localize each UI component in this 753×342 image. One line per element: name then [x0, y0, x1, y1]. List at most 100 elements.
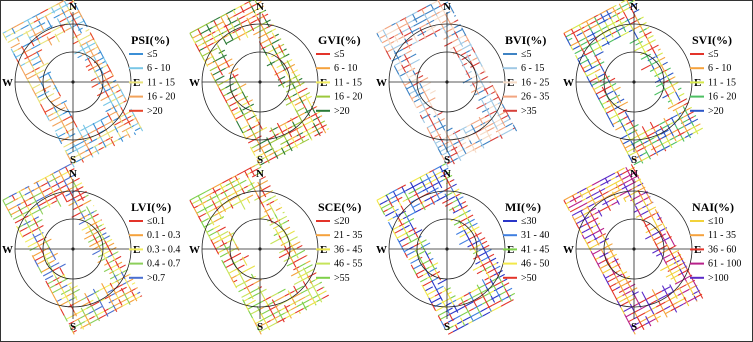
- street-segment: [616, 98, 625, 104]
- street-segment: [447, 19, 452, 26]
- street-segment: [316, 111, 321, 114]
- street-segment: [639, 194, 644, 200]
- legend-item-label: >55: [334, 273, 350, 284]
- street-segment: [96, 219, 102, 223]
- legend-item-label: >50: [521, 273, 537, 284]
- street-segment: [250, 24, 255, 32]
- compass-center: [445, 247, 449, 251]
- street-segment: [493, 123, 502, 129]
- street-segment: [265, 43, 271, 48]
- street-segment: [213, 224, 221, 230]
- street-segment: [8, 192, 18, 198]
- street-segment: [107, 246, 113, 256]
- street-segment: [323, 129, 327, 134]
- street-segment: [625, 313, 632, 318]
- street-segment: [410, 264, 415, 270]
- street-segment: [213, 39, 221, 44]
- street-segment: [228, 68, 239, 75]
- street-segment: [257, 322, 268, 329]
- street-segment: [299, 255, 307, 260]
- street-segment: [462, 315, 472, 322]
- street-segment: [304, 94, 310, 103]
- street-segment: [590, 207, 597, 212]
- street-segment: [666, 243, 669, 248]
- street-segment: [423, 35, 427, 40]
- street-segment: [16, 203, 22, 207]
- street-segment: [8, 200, 14, 204]
- street-segment: [113, 274, 118, 280]
- street-segment: [77, 319, 82, 326]
- street-segment: [616, 295, 623, 300]
- street-segment: [395, 196, 400, 203]
- street-segment: [33, 218, 39, 227]
- street-segment: [657, 217, 662, 221]
- compass-west-label: W: [376, 77, 387, 89]
- street-segment: [487, 84, 494, 89]
- street-segment: [410, 203, 417, 214]
- street-segment: [690, 125, 697, 130]
- street-segment: [640, 16, 644, 20]
- street-segment: [643, 191, 648, 195]
- street-segment: [448, 196, 456, 201]
- street-segment: [408, 256, 414, 261]
- street-segment: [232, 73, 236, 79]
- street-segment: [477, 237, 483, 247]
- street-segment: [450, 43, 460, 50]
- street-segment: [431, 263, 436, 270]
- street-segment: [104, 262, 110, 266]
- street-segment: [410, 182, 416, 192]
- street-segment: [412, 33, 419, 43]
- street-segment: [659, 125, 664, 131]
- street-segment: [254, 197, 259, 201]
- street-segment: [637, 38, 644, 48]
- street-segment: [580, 47, 586, 56]
- street-segment: [298, 77, 303, 81]
- street-segment: [640, 25, 645, 34]
- legend-title: SCE(%): [318, 200, 361, 214]
- street-segment: [455, 28, 464, 34]
- street-segment: [654, 71, 664, 78]
- street-segment: [667, 268, 674, 272]
- legend-item-label: 46 - 55: [334, 259, 362, 270]
- street-segment: [649, 323, 652, 327]
- street-segment: [282, 67, 290, 72]
- street-segment: [90, 77, 97, 82]
- street-segment: [239, 254, 249, 261]
- street-segment: [584, 72, 588, 77]
- street-segment: [632, 0, 635, 2]
- street-segment: [198, 47, 205, 52]
- street-segment: [309, 282, 320, 290]
- street-segment: [281, 43, 285, 46]
- street-segment: [441, 149, 452, 156]
- street-segment: [609, 39, 615, 43]
- street-segment: [429, 101, 433, 106]
- street-segment: [111, 72, 115, 77]
- street-segment: [597, 261, 602, 265]
- street-segment: [575, 26, 585, 33]
- street-segment: [617, 269, 622, 273]
- street-segment: [628, 297, 637, 302]
- legend-item-label: 16 - 20: [147, 92, 175, 103]
- street-segment: [585, 226, 594, 232]
- street-segment: [266, 55, 271, 63]
- street-segment: [232, 23, 241, 29]
- street-segment: [36, 93, 44, 99]
- street-segment: [489, 98, 493, 103]
- street-segment: [29, 35, 34, 39]
- street-segment: [225, 63, 234, 69]
- street-segment: [102, 236, 106, 241]
- street-segment: [591, 23, 599, 29]
- street-segment: [465, 215, 472, 220]
- street-segment: [409, 73, 416, 78]
- street-segment: [651, 289, 657, 298]
- street-segment: [72, 180, 78, 189]
- street-segment: [408, 237, 418, 244]
- street-segment: [593, 256, 597, 262]
- street-segment: [433, 284, 439, 293]
- street-segment: [646, 131, 655, 137]
- street-segment: [605, 275, 610, 279]
- street-segment: [643, 33, 648, 39]
- street-segment: [469, 140, 473, 145]
- street-segment: [40, 24, 45, 31]
- street-segment: [420, 277, 428, 283]
